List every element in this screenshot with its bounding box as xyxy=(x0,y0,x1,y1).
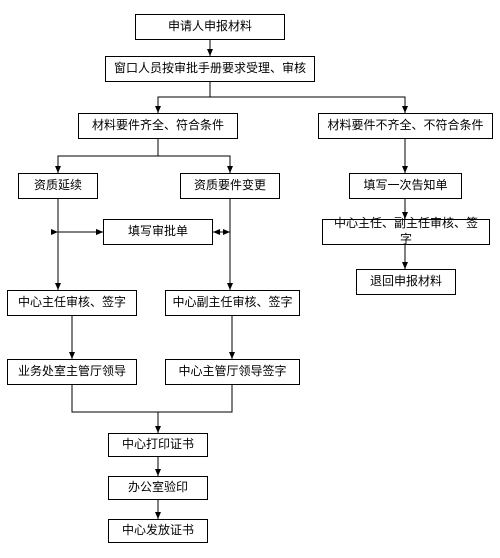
node-n3: 材料要件齐全、符合条件 xyxy=(78,113,238,139)
node-n2: 窗口人员按审批手册要求受理、审核 xyxy=(105,56,315,82)
node-n7: 填写审批单 xyxy=(103,219,213,245)
node-n6: 资质要件变更 xyxy=(180,173,280,199)
node-n14: 中心发放证书 xyxy=(108,519,208,543)
node-n5: 资质延续 xyxy=(18,173,98,199)
flowchart-canvas: 申请人申报材料窗口人员按审批手册要求受理、审核材料要件齐全、符合条件 材料要件不齐… xyxy=(0,0,500,558)
node-n9: 中心副主任审核、签字 xyxy=(165,290,300,316)
node-n16: 中心主任、副主任审核、签字 xyxy=(322,219,490,245)
node-n8: 中心主任审核、签字 xyxy=(7,290,137,316)
node-n15: 填写一次告知单 xyxy=(349,173,462,199)
node-n17: 退回申报材料 xyxy=(356,269,456,295)
node-n10: 业务处室主管厅领导 xyxy=(7,359,137,385)
node-n11: 中心主管厅领导签字 xyxy=(165,359,300,385)
node-n1: 申请人申报材料 xyxy=(135,14,285,40)
node-n13: 办公室验印 xyxy=(108,476,208,500)
node-n12: 中心打印证书 xyxy=(108,433,208,457)
node-n4: 材料要件不齐全、不符合条件 xyxy=(318,113,493,139)
